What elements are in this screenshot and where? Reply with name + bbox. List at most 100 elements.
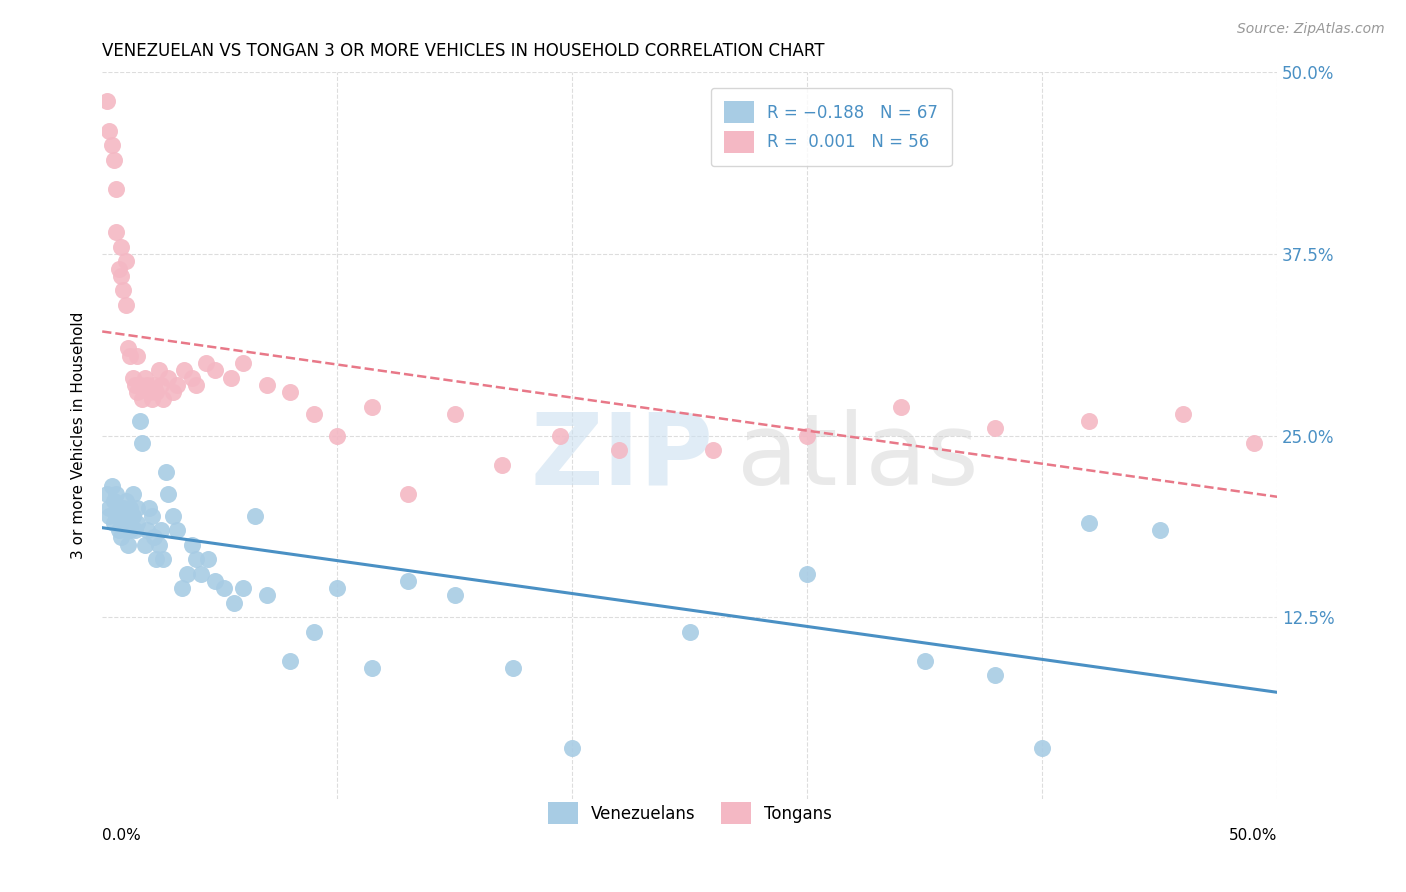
Point	[194, 356, 217, 370]
Point	[1078, 414, 1101, 428]
Point	[105, 508, 128, 523]
Point	[128, 377, 150, 392]
Point	[98, 508, 121, 523]
Point	[679, 624, 702, 639]
Point	[197, 552, 219, 566]
Point	[914, 654, 936, 668]
Point	[796, 566, 818, 581]
Point	[107, 261, 129, 276]
Point	[361, 400, 384, 414]
Point	[105, 181, 128, 195]
Text: ZIP: ZIP	[530, 409, 713, 506]
Point	[127, 516, 149, 530]
Point	[110, 240, 132, 254]
Point	[155, 465, 177, 479]
Point	[302, 624, 325, 639]
Point	[135, 377, 157, 392]
Point	[491, 458, 513, 472]
Point	[120, 501, 142, 516]
Point	[302, 407, 325, 421]
Point	[204, 574, 226, 588]
Point	[256, 589, 278, 603]
Point	[1173, 407, 1195, 421]
Point	[180, 538, 202, 552]
Point	[152, 552, 174, 566]
Point	[112, 516, 135, 530]
Point	[117, 342, 139, 356]
Point	[984, 421, 1007, 435]
Point	[141, 508, 163, 523]
Point	[180, 370, 202, 384]
Point	[100, 138, 122, 153]
Point	[98, 123, 121, 137]
Point	[103, 494, 125, 508]
Point	[149, 377, 172, 392]
Point	[232, 581, 254, 595]
Point	[186, 552, 208, 566]
Point	[103, 153, 125, 167]
Point	[221, 370, 243, 384]
Point	[141, 392, 163, 407]
Text: 50.0%: 50.0%	[1229, 828, 1277, 843]
Point	[166, 523, 188, 537]
Point	[214, 581, 236, 595]
Point	[176, 566, 198, 581]
Point	[96, 487, 118, 501]
Y-axis label: 3 or more Vehicles in Household: 3 or more Vehicles in Household	[72, 312, 86, 559]
Point	[1149, 523, 1171, 537]
Point	[120, 349, 142, 363]
Point	[396, 487, 419, 501]
Point	[396, 574, 419, 588]
Point	[107, 523, 129, 537]
Point	[128, 414, 150, 428]
Point	[138, 385, 160, 400]
Point	[117, 538, 139, 552]
Point	[256, 377, 278, 392]
Point	[326, 581, 349, 595]
Point	[148, 363, 170, 377]
Point	[110, 508, 132, 523]
Point	[134, 538, 156, 552]
Point	[1031, 741, 1053, 756]
Point	[100, 479, 122, 493]
Point	[138, 501, 160, 516]
Point	[702, 443, 724, 458]
Point	[142, 530, 165, 544]
Point	[117, 508, 139, 523]
Point	[124, 523, 146, 537]
Point	[105, 225, 128, 239]
Point	[156, 487, 179, 501]
Point	[114, 523, 136, 537]
Point	[166, 377, 188, 392]
Point	[172, 581, 194, 595]
Point	[112, 284, 135, 298]
Point	[607, 443, 630, 458]
Point	[110, 530, 132, 544]
Point	[190, 566, 212, 581]
Point	[145, 385, 167, 400]
Point	[162, 508, 184, 523]
Point	[120, 523, 142, 537]
Point	[890, 400, 912, 414]
Point	[114, 494, 136, 508]
Text: 0.0%: 0.0%	[103, 828, 141, 843]
Point	[1078, 516, 1101, 530]
Point	[149, 523, 172, 537]
Point	[502, 661, 524, 675]
Point	[142, 377, 165, 392]
Point	[173, 363, 195, 377]
Point	[107, 501, 129, 516]
Text: Source: ZipAtlas.com: Source: ZipAtlas.com	[1237, 22, 1385, 37]
Point	[326, 428, 349, 442]
Point	[134, 370, 156, 384]
Point	[152, 392, 174, 407]
Point	[105, 487, 128, 501]
Point	[131, 392, 153, 407]
Point	[96, 95, 118, 109]
Point	[114, 298, 136, 312]
Point	[232, 356, 254, 370]
Point	[204, 363, 226, 377]
Point	[550, 428, 572, 442]
Point	[443, 407, 465, 421]
Point	[103, 516, 125, 530]
